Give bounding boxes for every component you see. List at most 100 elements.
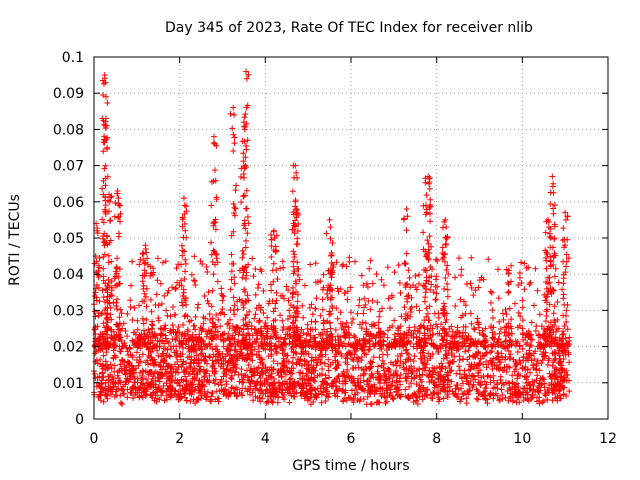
- data-point: [306, 304, 313, 311]
- data-point: [163, 380, 170, 387]
- data-point: [555, 350, 562, 357]
- data-point: [326, 333, 333, 340]
- data-point: [262, 390, 269, 397]
- data-point: [329, 239, 336, 246]
- data-point: [513, 340, 520, 347]
- data-point: [303, 331, 310, 338]
- data-point: [482, 396, 489, 403]
- data-point: [494, 393, 501, 400]
- data-point: [502, 394, 509, 401]
- data-point: [253, 329, 260, 336]
- data-point: [440, 311, 447, 318]
- data-point: [290, 248, 297, 255]
- data-point: [312, 305, 319, 312]
- data-point: [138, 379, 145, 386]
- data-point: [91, 370, 98, 377]
- data-point: [211, 140, 218, 147]
- data-point: [95, 393, 102, 400]
- data-point: [205, 289, 212, 296]
- data-point: [186, 353, 193, 360]
- data-point: [499, 396, 506, 403]
- data-point: [335, 349, 342, 356]
- data-point: [100, 253, 107, 260]
- data-point: [439, 244, 446, 251]
- data-point: [391, 331, 398, 338]
- data-point: [155, 374, 162, 381]
- data-point: [309, 311, 316, 318]
- data-point: [242, 225, 249, 232]
- data-point: [280, 355, 287, 362]
- data-point: [566, 388, 573, 395]
- y-tick-label: 0.1: [62, 50, 84, 66]
- data-point: [213, 196, 220, 203]
- data-point: [545, 357, 552, 364]
- data-point: [148, 381, 155, 388]
- data-point: [423, 209, 430, 216]
- data-point: [421, 332, 428, 339]
- data-point: [174, 328, 181, 335]
- data-point: [226, 342, 233, 349]
- data-point: [296, 276, 303, 283]
- data-point: [100, 294, 107, 301]
- data-point: [264, 367, 271, 374]
- data-point: [98, 389, 105, 396]
- x-tick-label: 0: [90, 431, 99, 447]
- data-point: [239, 247, 246, 254]
- data-point: [366, 265, 373, 272]
- data-point: [403, 227, 410, 234]
- data-point: [242, 237, 249, 244]
- data-point: [107, 383, 114, 390]
- data-point: [458, 272, 465, 279]
- data-point: [226, 316, 233, 323]
- data-point: [137, 358, 144, 365]
- data-point: [102, 194, 109, 201]
- data-point: [140, 320, 147, 327]
- data-point: [408, 375, 415, 382]
- data-point: [547, 263, 554, 270]
- data-point: [234, 324, 241, 331]
- data-point: [563, 216, 570, 223]
- data-point: [121, 363, 128, 370]
- data-point: [323, 230, 330, 237]
- data-point: [228, 372, 235, 379]
- data-point: [258, 387, 265, 394]
- data-point: [222, 386, 229, 393]
- data-point: [240, 158, 247, 165]
- data-point: [264, 314, 271, 321]
- data-point: [360, 304, 367, 311]
- data-point: [539, 357, 546, 364]
- data-point: [458, 314, 465, 321]
- data-point: [363, 280, 370, 287]
- data-point: [226, 325, 233, 332]
- data-point: [332, 336, 339, 343]
- data-point: [344, 288, 351, 295]
- data-point: [136, 302, 143, 309]
- data-point: [516, 372, 523, 379]
- data-point: [213, 311, 220, 318]
- data-point: [317, 352, 324, 359]
- data-point: [104, 99, 111, 106]
- data-point: [249, 255, 256, 262]
- data-point: [378, 393, 385, 400]
- data-point: [231, 210, 238, 217]
- data-point: [502, 338, 509, 345]
- data-point: [228, 385, 235, 392]
- data-point: [338, 325, 345, 332]
- data-point: [196, 377, 203, 384]
- data-point: [307, 336, 314, 343]
- data-point: [284, 367, 291, 374]
- data-point: [454, 381, 461, 388]
- data-point: [487, 357, 494, 364]
- data-point: [113, 270, 120, 277]
- data-point: [367, 375, 374, 382]
- data-point: [453, 333, 460, 340]
- data-point: [450, 390, 457, 397]
- data-point: [245, 330, 252, 337]
- data-point: [362, 320, 369, 327]
- data-point: [212, 226, 219, 233]
- data-point: [402, 317, 409, 324]
- data-point: [430, 368, 437, 375]
- data-point: [375, 363, 382, 370]
- data-point: [424, 310, 431, 317]
- data-point: [453, 393, 460, 400]
